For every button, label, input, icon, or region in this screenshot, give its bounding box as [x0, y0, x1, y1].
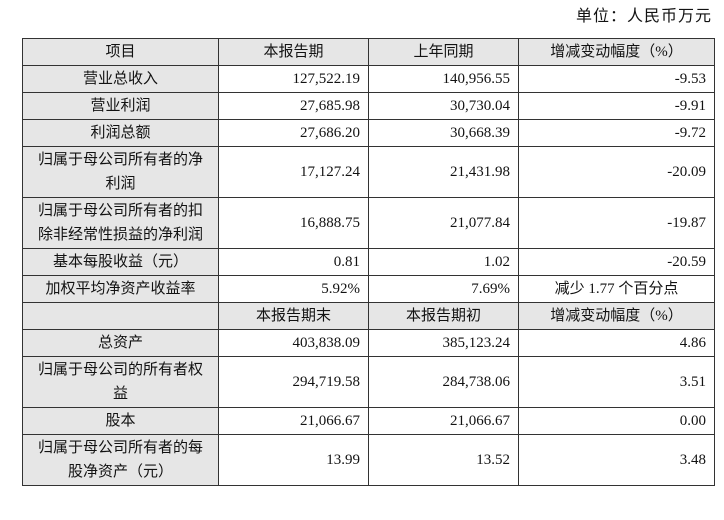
- row-current-value: 5.92%: [218, 275, 369, 303]
- balance-header-row: 本报告期末 本报告期初 增减变动幅度（%）: [22, 302, 715, 330]
- period-header-row: 项目 本报告期 上年同期 增减变动幅度（%）: [22, 38, 715, 66]
- table-row: 总资产 403,838.09 385,123.24 4.86: [22, 329, 715, 357]
- row-item-label: 总资产: [22, 329, 219, 357]
- row-prior-value: 140,956.55: [368, 65, 519, 93]
- row-item-label: 营业利润: [22, 92, 219, 120]
- row-current-value: 0.81: [218, 248, 369, 276]
- row-item-label: 归属于母公司所有者的净利润: [22, 146, 219, 198]
- row-current-value: 127,522.19: [218, 65, 369, 93]
- row-current-value: 21,066.67: [218, 407, 369, 435]
- row-item-label: 归属于母公司的所有者权益: [22, 356, 219, 408]
- row-change-value: -9.91: [518, 92, 715, 120]
- header-item-label: 项目: [22, 38, 219, 66]
- row-prior-value: 13.52: [368, 434, 519, 486]
- header-change-label: 增减变动幅度（%）: [518, 38, 715, 66]
- row-prior-value: 21,077.84: [368, 197, 519, 249]
- row-item-label: 营业总收入: [22, 65, 219, 93]
- table-row: 归属于母公司所有者的净利润 17,127.24 21,431.98 -20.09: [22, 146, 715, 198]
- row-change-value: 4.86: [518, 329, 715, 357]
- row-change-value: -20.09: [518, 146, 715, 198]
- unit-label: 单位：人民币万元: [575, 8, 712, 25]
- table-row: 归属于母公司的所有者权益 294,719.58 284,738.06 3.51: [22, 356, 715, 408]
- row-prior-value: 21,431.98: [368, 146, 519, 198]
- row-change-value: -9.53: [518, 65, 715, 93]
- balance-rows-section: 总资产 403,838.09 385,123.24 4.86 归属于母公司的所有者权益 2…: [22, 329, 715, 486]
- row-prior-value: 385,123.24: [368, 329, 519, 357]
- row-current-value: 17,127.24: [218, 146, 369, 198]
- row-item-label: 股本: [22, 407, 219, 435]
- row-prior-value: 284,738.06: [368, 356, 519, 408]
- row-current-value: 16,888.75: [218, 197, 369, 249]
- table-row: 营业总收入 127,522.19 140,956.55 -9.53: [22, 65, 715, 93]
- header-period-begin-label: 本报告期初: [368, 302, 519, 330]
- header-item-label: [22, 302, 219, 330]
- row-item-label: 利润总额: [22, 119, 219, 147]
- row-change-value: -9.72: [518, 119, 715, 147]
- table-row: 归属于母公司所有者的每股净资产（元） 13.99 13.52 3.48: [22, 434, 715, 486]
- row-change-value: 3.51: [518, 356, 715, 408]
- row-change-value: -19.87: [518, 197, 715, 249]
- row-item-label: 基本每股收益（元）: [22, 248, 219, 276]
- row-prior-value: 1.02: [368, 248, 519, 276]
- table-row: 营业利润 27,685.98 30,730.04 -9.91: [22, 92, 715, 120]
- header-prior-period-label: 上年同期: [368, 38, 519, 66]
- row-current-value: 13.99: [218, 434, 369, 486]
- row-current-value: 27,686.20: [218, 119, 369, 147]
- row-prior-value: 30,668.39: [368, 119, 519, 147]
- row-prior-value: 30,730.04: [368, 92, 519, 120]
- row-change-value: 减少 1.77 个百分点: [518, 275, 715, 303]
- row-current-value: 403,838.09: [218, 329, 369, 357]
- table-row: 股本 21,066.67 21,066.67 0.00: [22, 407, 715, 435]
- header-current-period-label: 本报告期: [218, 38, 369, 66]
- financial-summary-table: 项目 本报告期 上年同期 增减变动幅度（%） 营业总收入 127,522.19 14…: [22, 38, 715, 486]
- row-current-value: 294,719.58: [218, 356, 369, 408]
- header-period-end-label: 本报告期末: [218, 302, 369, 330]
- row-item-label: 归属于母公司所有者的扣除非经常性损益的净利润: [22, 197, 219, 249]
- row-item-label: 归属于母公司所有者的每股净资产（元）: [22, 434, 219, 486]
- row-change-value: 3.48: [518, 434, 715, 486]
- header-change-label: 增减变动幅度（%）: [518, 302, 715, 330]
- table-row: 基本每股收益（元） 0.81 1.02 -20.59: [22, 248, 715, 276]
- table-row: 利润总额 27,686.20 30,668.39 -9.72: [22, 119, 715, 147]
- table-row: 加权平均净资产收益率 5.92% 7.69% 减少 1.77 个百分点: [22, 275, 715, 303]
- table-row: 归属于母公司所有者的扣除非经常性损益的净利润 16,888.75 21,077.84…: [22, 197, 715, 249]
- row-change-value: 0.00: [518, 407, 715, 435]
- row-change-value: -20.59: [518, 248, 715, 276]
- row-current-value: 27,685.98: [218, 92, 369, 120]
- row-prior-value: 21,066.67: [368, 407, 519, 435]
- row-item-label: 加权平均净资产收益率: [22, 275, 219, 303]
- period-rows-section: 营业总收入 127,522.19 140,956.55 -9.53 营业利润 27,685…: [22, 65, 715, 303]
- row-prior-value: 7.69%: [368, 275, 519, 303]
